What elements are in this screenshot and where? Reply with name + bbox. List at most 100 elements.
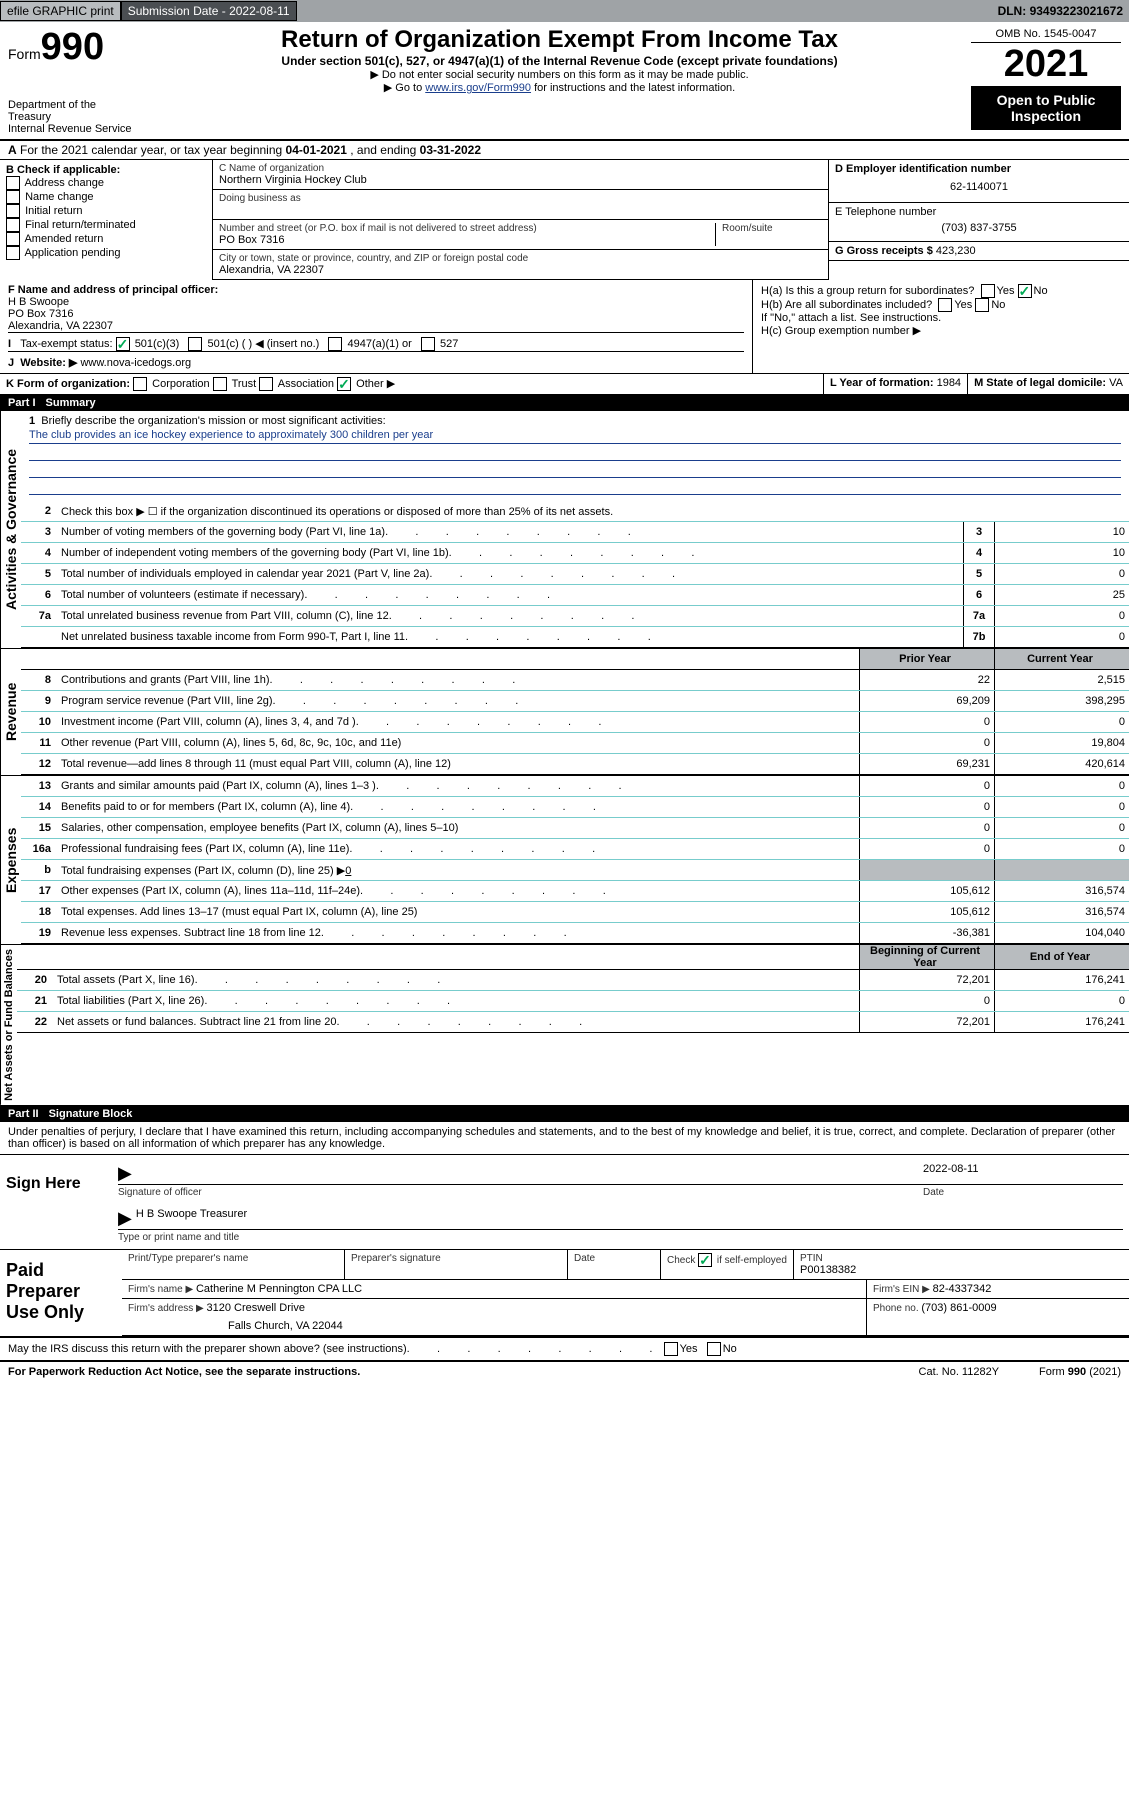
l16a-prior: 0 [859, 839, 994, 859]
527-checkbox[interactable] [421, 337, 435, 351]
officer-name: H B Swoope [8, 296, 744, 308]
paperwork-notice: For Paperwork Reduction Act Notice, see … [8, 1366, 360, 1378]
other-checkbox[interactable] [337, 377, 351, 391]
org-address: PO Box 7316 [219, 234, 715, 246]
address-change-checkbox[interactable] [6, 176, 20, 190]
dept-label: Department of the Treasury [8, 99, 138, 123]
section-deg: D Employer identification number 62-1140… [828, 160, 1129, 280]
activities-governance-label: Activities & Governance [0, 411, 21, 648]
line7a-value: 0 [994, 606, 1129, 626]
note-1: ▶ Do not enter social security numbers o… [148, 68, 971, 81]
end-year-header: End of Year [994, 945, 1129, 969]
amended-return-checkbox[interactable] [6, 232, 20, 246]
dln-label: DLN: 93493223021672 [992, 2, 1129, 20]
begin-year-header: Beginning of Current Year [859, 945, 994, 969]
501c-checkbox[interactable] [188, 337, 202, 351]
hc-label: H(c) Group exemption number ▶ [761, 324, 1121, 337]
firm-phone: (703) 861-0009 [921, 1302, 996, 1314]
line6-value: 25 [994, 585, 1129, 605]
state-domicile: VA [1109, 377, 1123, 389]
l15-current: 0 [994, 818, 1129, 838]
phone-label: E Telephone number [835, 206, 1123, 218]
l10-current: 0 [994, 712, 1129, 732]
l9-prior: 69,209 [859, 691, 994, 711]
application-pending-checkbox[interactable] [6, 246, 20, 260]
line4-value: 10 [994, 543, 1129, 563]
l21-begin: 0 [859, 991, 994, 1011]
ha-no[interactable] [1018, 284, 1032, 298]
ha-label: H(a) Is this a group return for subordin… [761, 284, 1121, 298]
4947-checkbox[interactable] [328, 337, 342, 351]
ein-label: D Employer identification number [835, 163, 1123, 175]
form-header: Form990 Department of the Treasury Inter… [0, 22, 1129, 141]
corp-checkbox[interactable] [133, 377, 147, 391]
l18-current: 316,574 [994, 902, 1129, 922]
l20-begin: 72,201 [859, 970, 994, 990]
tax-year: 2021 [971, 43, 1121, 86]
section-bcdeg: B Check if applicable: Address change Na… [0, 160, 1129, 280]
l18-prior: 105,612 [859, 902, 994, 922]
l11-prior: 0 [859, 733, 994, 753]
irs-link[interactable]: www.irs.gov/Form990 [425, 82, 531, 94]
section-klm: K Form of organization: Corporation Trus… [0, 374, 1129, 395]
net-assets-label: Net Assets or Fund Balances [0, 945, 17, 1105]
revenue-label: Revenue [0, 649, 21, 775]
omb-number: OMB No. 1545-0047 [971, 26, 1121, 43]
part-2-header: Part IISignature Block [0, 1106, 1129, 1122]
section-c: C Name of organization Northern Virginia… [213, 160, 828, 280]
submission-date-button[interactable]: Submission Date - 2022-08-11 [121, 1, 297, 21]
ha-yes[interactable] [981, 284, 995, 298]
officer-addr1: PO Box 7316 [8, 308, 744, 320]
name-change-checkbox[interactable] [6, 190, 20, 204]
ein-value: 62-1140071 [835, 175, 1123, 199]
initial-return-checkbox[interactable] [6, 204, 20, 218]
officer-signature-name: H B Swoope Treasurer [136, 1208, 247, 1229]
irs-label: Internal Revenue Service [8, 123, 138, 135]
hb-note: If "No," attach a list. See instructions… [761, 312, 1121, 324]
hb-no[interactable] [975, 298, 989, 312]
final-return-checkbox[interactable] [6, 218, 20, 232]
firm-name: Catherine M Pennington CPA LLC [196, 1283, 362, 1295]
trust-checkbox[interactable] [213, 377, 227, 391]
year-formation: 1984 [937, 377, 961, 389]
l14-prior: 0 [859, 797, 994, 817]
l17-current: 316,574 [994, 881, 1129, 901]
l10-prior: 0 [859, 712, 994, 732]
l19-current: 104,040 [994, 923, 1129, 943]
efile-print-button[interactable]: efile GRAPHIC print [0, 1, 121, 21]
firm-addr2: Falls Church, VA 22044 [228, 1314, 860, 1332]
signature-section: Sign Here ▶2022-08-11 Signature of offic… [0, 1154, 1129, 1250]
hb-label: H(b) Are all subordinates included? Yes … [761, 298, 1121, 312]
l12-prior: 69,231 [859, 754, 994, 774]
org-city: Alexandria, VA 22307 [219, 264, 822, 276]
l8-prior: 22 [859, 670, 994, 690]
form-990-page: efile GRAPHIC print Submission Date - 20… [0, 0, 1129, 1382]
l9-current: 398,295 [994, 691, 1129, 711]
officer-addr2: Alexandria, VA 22307 [8, 320, 744, 332]
501c3-checkbox[interactable] [116, 337, 130, 351]
page-footer: For Paperwork Reduction Act Notice, see … [0, 1362, 1129, 1382]
website-link[interactable]: www.nova-icedogs.org [80, 357, 191, 369]
form-title: Return of Organization Exempt From Incom… [148, 26, 971, 54]
may-yes-checkbox[interactable] [664, 1342, 678, 1356]
l13-current: 0 [994, 776, 1129, 796]
self-employed-checkbox[interactable] [698, 1253, 712, 1267]
assoc-checkbox[interactable] [259, 377, 273, 391]
mission-text: The club provides an ice hockey experien… [29, 429, 1121, 444]
sig-date: 2022-08-11 [923, 1163, 1123, 1184]
l13-prior: 0 [859, 776, 994, 796]
section-fhij: F Name and address of principal officer:… [0, 280, 1129, 374]
arrow-icon: ▶ [118, 1208, 132, 1229]
form-number-footer: Form 990 (2021) [1039, 1366, 1121, 1378]
line3-value: 10 [994, 522, 1129, 542]
org-name: Northern Virginia Hockey Club [219, 174, 822, 186]
hb-yes[interactable] [938, 298, 952, 312]
phone-value: (703) 837-3755 [835, 218, 1123, 238]
may-no-checkbox[interactable] [707, 1342, 721, 1356]
paid-preparer-label: Paid Preparer Use Only [0, 1250, 122, 1336]
l20-end: 176,241 [994, 970, 1129, 990]
l12-current: 420,614 [994, 754, 1129, 774]
l22-begin: 72,201 [859, 1012, 994, 1032]
l17-prior: 105,612 [859, 881, 994, 901]
ptin-value: P00138382 [800, 1264, 1123, 1276]
